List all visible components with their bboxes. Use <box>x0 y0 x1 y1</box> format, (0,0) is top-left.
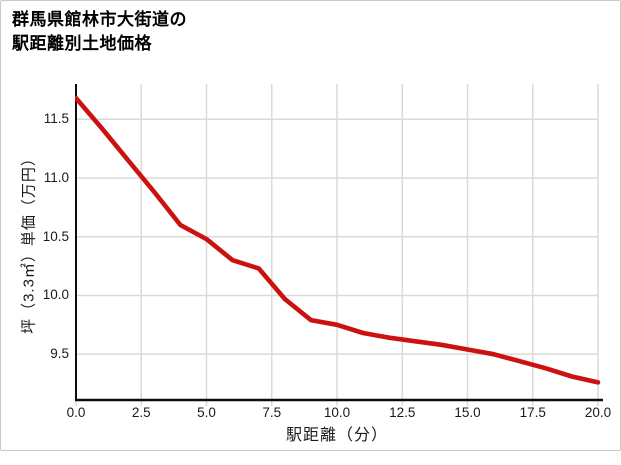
y-tick-label: 11.0 <box>43 169 69 185</box>
y-tick-label: 11.5 <box>43 111 69 127</box>
x-tick-label: 20.0 <box>584 405 612 420</box>
y-tick-label: 9.5 <box>50 346 69 362</box>
x-tick-label: 15.0 <box>454 405 481 420</box>
x-axis-label: 駅距離（分） <box>285 427 388 444</box>
chart-card: 群馬県館林市大街道の 駅距離別土地価格 坪（3.3㎡）単価（万円） 駅距離（分）… <box>0 0 621 451</box>
y-tick-label: 10.0 <box>42 287 69 303</box>
chart-area: 群馬県館林市大街道の 駅距離別土地価格 坪（3.3㎡）単価（万円） 駅距離（分）… <box>1 1 620 450</box>
x-tick-label: 17.5 <box>519 405 546 420</box>
x-tick-label: 2.5 <box>131 405 151 420</box>
x-tick-label: 12.5 <box>389 405 416 420</box>
chart-title-line2: 駅距離別土地価格 <box>12 34 152 53</box>
x-tick-label: 7.5 <box>262 405 282 420</box>
price-line <box>75 95 601 385</box>
x-tick-label: 10.0 <box>323 405 351 420</box>
y-tick-label: 10.5 <box>42 228 69 244</box>
plot-svg <box>75 84 603 406</box>
chart-title: 群馬県館林市大街道の 駅距離別土地価格 <box>12 8 187 56</box>
x-tick-label: 0.0 <box>66 405 86 420</box>
chart-title-line1: 群馬県館林市大街道の <box>12 10 187 29</box>
x-tick-label: 5.0 <box>197 405 216 420</box>
